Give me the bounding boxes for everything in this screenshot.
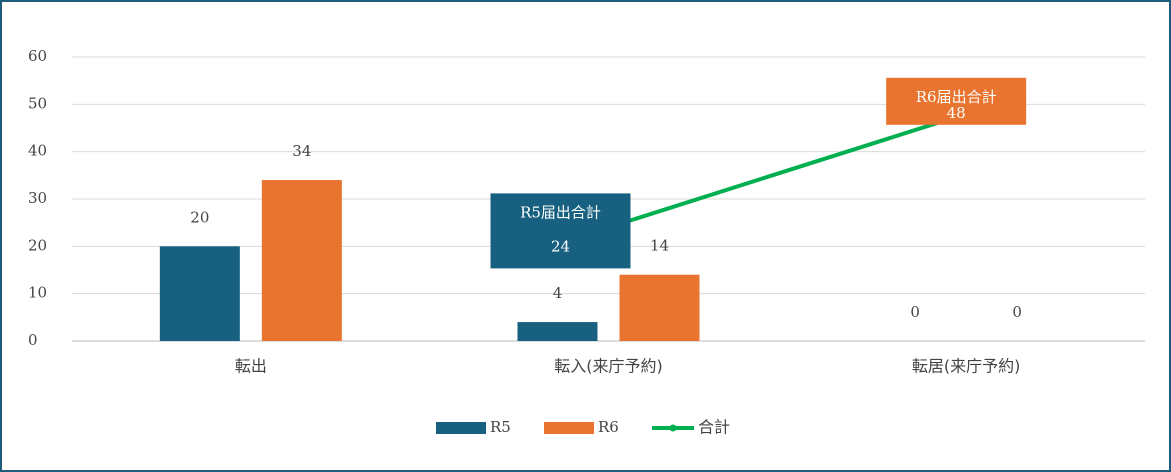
- data-label: 34: [292, 142, 311, 160]
- data-label: 4: [553, 284, 563, 302]
- legend-label: 合計: [698, 418, 730, 437]
- data-label: 0: [1012, 303, 1022, 321]
- bar: [619, 274, 700, 341]
- y-tick-label: 30: [28, 189, 47, 207]
- legend-marker: [669, 424, 677, 432]
- y-tick-label: 10: [28, 284, 47, 302]
- x-tick-label: 転入(来庁予約): [554, 357, 663, 376]
- bar: [159, 246, 240, 341]
- annotation-box: [490, 193, 631, 269]
- y-tick-label: 60: [28, 47, 47, 65]
- x-tick-label: 転出: [235, 357, 267, 376]
- data-label: 48: [947, 104, 966, 122]
- legend-swatch: [436, 422, 486, 434]
- annotation-label: R6届出合計: [916, 88, 997, 106]
- data-label: 20: [190, 208, 209, 226]
- y-tick-label: 20: [28, 236, 47, 254]
- y-tick-label: 40: [28, 142, 47, 160]
- line-series: [607, 111, 967, 230]
- legend-label: R6: [598, 418, 619, 436]
- legend-label: R5: [490, 418, 511, 436]
- data-label: 24: [551, 237, 570, 255]
- data-label: 0: [910, 303, 920, 321]
- y-tick-label: 50: [28, 94, 47, 112]
- data-label: 14: [650, 237, 669, 255]
- x-tick-label: 転居(来庁予約): [912, 357, 1021, 376]
- bar: [517, 322, 598, 341]
- y-tick-label: 0: [28, 331, 38, 349]
- bar: [261, 180, 342, 341]
- annotation-label: R5届出合計: [520, 203, 601, 221]
- legend-swatch: [544, 422, 594, 434]
- annotation-box: [886, 77, 1027, 125]
